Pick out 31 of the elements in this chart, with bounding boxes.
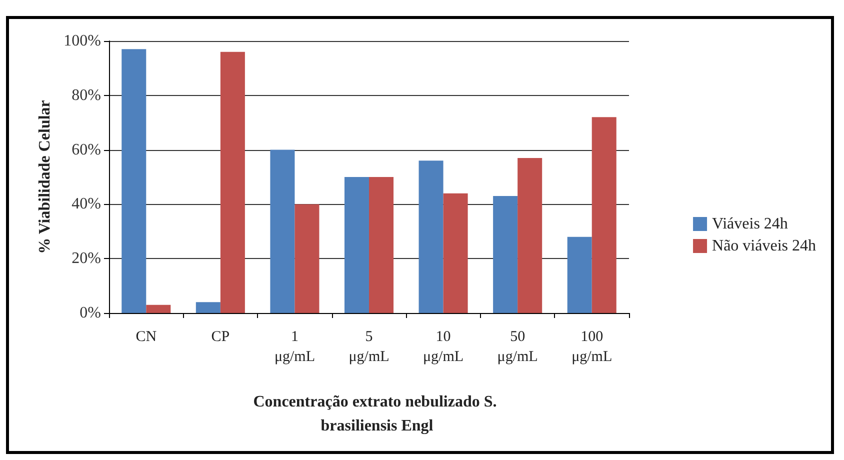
y-tick-label: 20% (72, 250, 101, 268)
x-tick-label: CN (136, 329, 157, 345)
y-tick-label: 100% (64, 32, 101, 50)
x-tick-label: 5 μg/mL (348, 329, 390, 365)
bar (270, 150, 295, 313)
x-tick-label: 100 μg/mL (572, 329, 612, 365)
x-tick-label: 1 μg/mL (274, 329, 315, 365)
legend-label: Viáveis 24h (712, 216, 788, 232)
y-tick-label: 40% (72, 196, 101, 213)
x-tick-label: CP (211, 329, 230, 345)
bar (418, 160, 444, 313)
y-tick-label: 60% (72, 141, 101, 158)
y-tick-label: 80% (72, 86, 101, 104)
x-tick-label: 50 μg/mL (497, 329, 538, 365)
legend-label: Não viáveis 24h (712, 238, 816, 254)
x-axis-title: Concentração extrato nebulizado S. brasiliensis Engl (253, 394, 501, 434)
bar (196, 302, 220, 313)
bar (122, 49, 146, 313)
x-tick-label: 10 μg/mL (423, 329, 464, 365)
bar (567, 236, 592, 313)
bar (344, 177, 369, 313)
bar (146, 304, 171, 313)
bar (592, 117, 616, 313)
bar (369, 177, 394, 313)
bar (493, 196, 518, 313)
bar (220, 52, 245, 313)
bar (443, 193, 468, 313)
bar (294, 204, 320, 313)
y-tick-label: 0% (80, 304, 101, 322)
bar (518, 158, 542, 313)
y-axis-title: % Viabilidade Celular (36, 100, 54, 254)
